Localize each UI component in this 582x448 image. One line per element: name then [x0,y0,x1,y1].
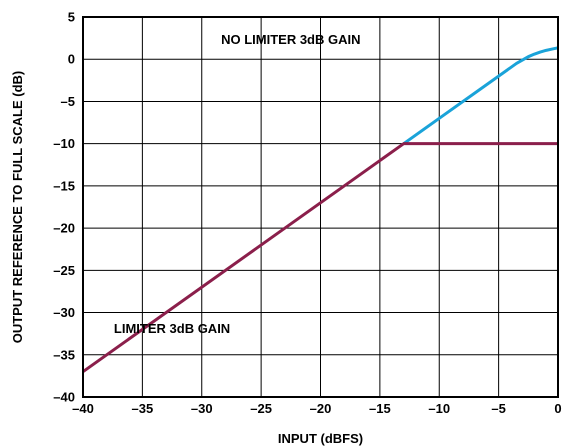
y-tick-label: –15 [53,178,75,193]
grid [82,16,559,398]
x-tick-label: –30 [191,401,213,416]
x-tick-label: –25 [250,401,272,416]
annotation-label: NO LIMITER 3dB GAIN [221,32,360,47]
x-tick-label: –35 [132,401,154,416]
series-lines [82,46,559,373]
y-tick-labels: 5 0 –5 –10 –15 –20 –25 –30 –35 –40 [53,10,75,405]
x-tick-label: –5 [491,401,505,416]
annotations: NO LIMITER 3dB GAIN LIMITER 3dB GAIN [114,32,361,336]
series-line-no-limiter-3db-gain [402,46,559,145]
y-tick-label: 5 [68,10,75,25]
x-tick-labels: –40 –35 –30 –25 –20 –15 –10 –5 0 [72,401,561,416]
x-tick-label: 0 [554,401,561,416]
y-tick-label: –30 [53,305,75,320]
y-tick-label: –10 [53,136,75,151]
series-line-limiter-3db-gain [82,142,558,373]
y-tick-label: –35 [53,347,75,362]
plot-frame [82,16,559,398]
y-axis-title: OUTPUT REFERENCE TO FULL SCALE (dB) [10,71,25,344]
y-tick-label: 0 [68,52,75,67]
y-tick-label: –20 [53,221,75,236]
y-tick-label: –25 [53,263,75,278]
x-tick-label: –20 [310,401,332,416]
y-tick-label: –40 [53,390,75,405]
x-axis-title: INPUT (dBFS) [278,431,363,446]
x-tick-label: –40 [72,401,94,416]
x-tick-label: –10 [428,401,450,416]
annotation-label: LIMITER 3dB GAIN [114,321,230,336]
x-tick-label: –15 [369,401,391,416]
y-tick-label: –5 [61,94,75,109]
